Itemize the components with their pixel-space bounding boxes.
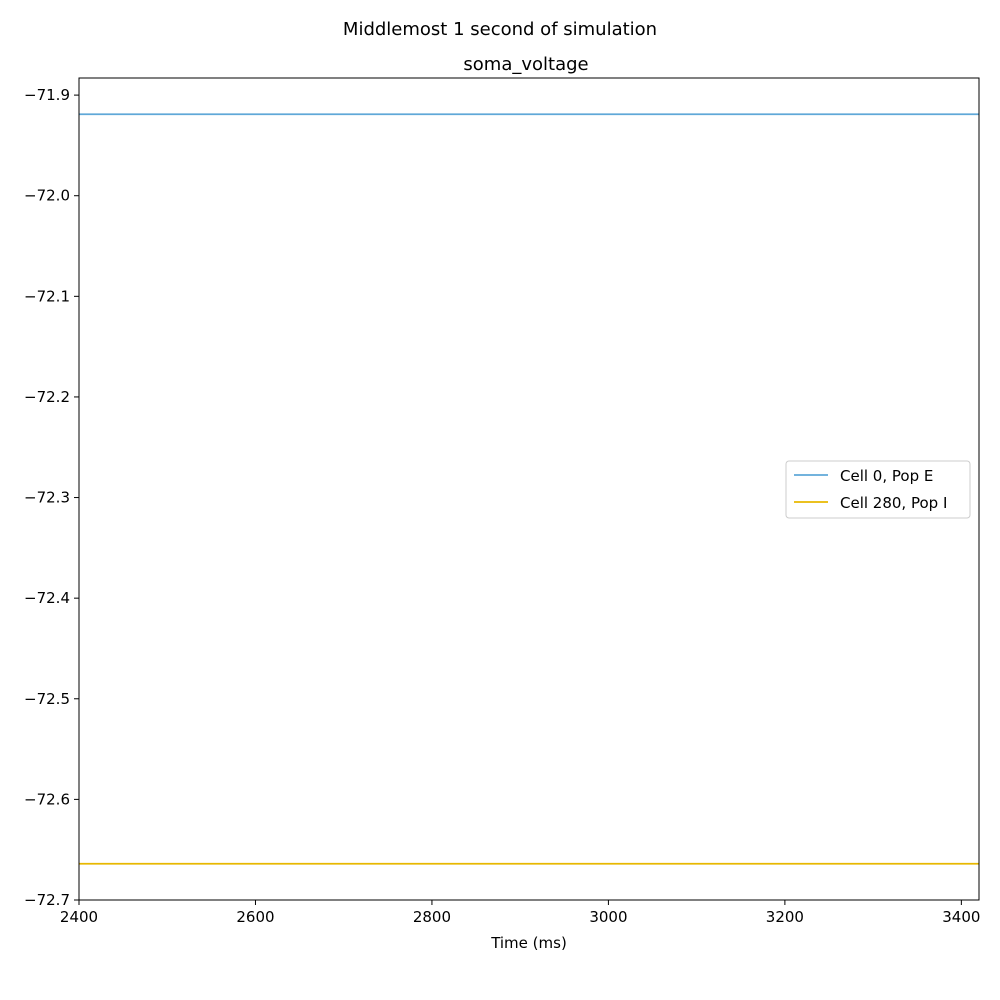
x-tick-label: 3200 bbox=[766, 908, 804, 926]
y-axis-ticks: −71.9 −72.0 −72.1 −72.2 −72.3 −72.4 −72.5 −72.6… bbox=[24, 86, 79, 909]
x-tick-label: 2400 bbox=[60, 908, 98, 926]
y-tick-label: −72.3 bbox=[24, 489, 70, 507]
x-tick-label: 3000 bbox=[589, 908, 627, 926]
chart-title: soma_voltage bbox=[463, 54, 588, 75]
series-layer bbox=[79, 113, 979, 865]
chart-suptitle: Middlemost 1 second of simulation bbox=[343, 19, 657, 40]
x-tick-label: 3400 bbox=[942, 908, 980, 926]
y-tick-label: −72.7 bbox=[24, 891, 70, 909]
x-axis-label: Time (ms) bbox=[490, 934, 567, 952]
y-tick-label: −71.9 bbox=[24, 86, 70, 104]
legend-label-1: Cell 280, Pop I bbox=[840, 494, 947, 512]
axes-frame bbox=[78, 77, 980, 901]
y-tick-label: −72.2 bbox=[24, 388, 70, 406]
x-tick-label: 2600 bbox=[236, 908, 274, 926]
y-tick-label: −72.4 bbox=[24, 589, 70, 607]
y-tick-label: −72.0 bbox=[24, 187, 70, 205]
x-tick-label: 2800 bbox=[413, 908, 451, 926]
legend-box bbox=[785, 460, 971, 519]
y-tick-label: −72.5 bbox=[24, 690, 70, 708]
legend-label-0: Cell 0, Pop E bbox=[840, 467, 933, 485]
x-axis-ticks: 2400 2600 2800 3000 3200 3400 bbox=[60, 900, 980, 926]
legend: Cell 0, Pop E Cell 280, Pop I bbox=[785, 460, 971, 519]
y-tick-label: −72.6 bbox=[24, 790, 70, 808]
y-tick-label: −72.1 bbox=[24, 287, 70, 305]
